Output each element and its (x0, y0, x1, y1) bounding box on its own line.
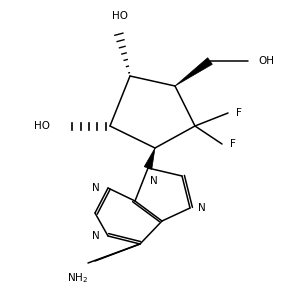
Text: NH$_2$: NH$_2$ (67, 271, 89, 285)
Polygon shape (144, 148, 155, 169)
Text: HO: HO (34, 121, 50, 131)
Text: N: N (198, 203, 206, 213)
Text: N: N (92, 231, 100, 241)
Polygon shape (175, 58, 212, 86)
Text: F: F (236, 108, 242, 118)
Text: N: N (150, 176, 158, 186)
Text: OH: OH (258, 56, 274, 66)
Text: F: F (230, 139, 236, 149)
Text: HO: HO (112, 11, 128, 21)
Text: N: N (92, 183, 100, 193)
